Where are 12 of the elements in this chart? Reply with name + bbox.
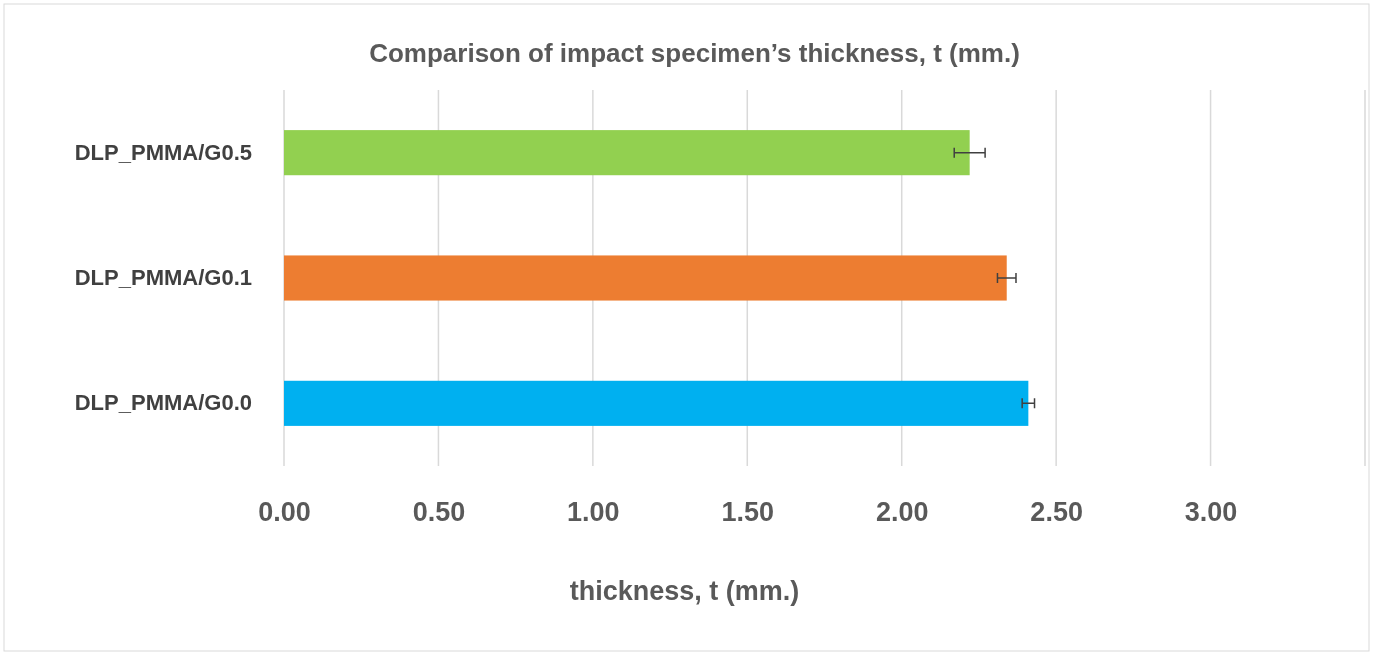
- x-tick-label: 3.00: [1184, 497, 1238, 528]
- x-tick-label: 0.50: [412, 497, 466, 528]
- x-tick-label: 2.50: [1030, 497, 1083, 528]
- chart-title: Comparison of impact specimen’s thickness, t (mm.): [369, 38, 1020, 68]
- x-tick-label: 0.00: [258, 497, 311, 528]
- x-tick-label: 2.00: [875, 497, 929, 528]
- y-tick-label: DLP_PMMA/G0.5: [74, 139, 252, 165]
- x-tick-label: 1.50: [721, 497, 775, 528]
- y-tick-label: DLP_PMMA/G0.1: [74, 265, 252, 291]
- x-tick-label: 1.00: [567, 497, 620, 528]
- y-tick-label: DLP_PMMA/G0.0: [74, 390, 252, 416]
- x-axis-title: thickness, t (mm.): [569, 576, 800, 606]
